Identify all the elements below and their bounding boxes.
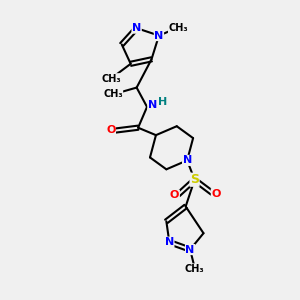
Text: O: O — [106, 125, 116, 135]
Text: CH₃: CH₃ — [168, 23, 188, 33]
Text: CH₃: CH₃ — [103, 88, 123, 98]
Text: N: N — [132, 23, 141, 33]
Text: CH₃: CH₃ — [185, 264, 204, 274]
Text: S: S — [190, 173, 199, 186]
Text: N: N — [185, 244, 195, 255]
Text: N: N — [165, 237, 174, 247]
Text: CH₃: CH₃ — [101, 74, 121, 84]
Text: H: H — [158, 97, 167, 106]
Text: N: N — [182, 155, 192, 165]
Text: N: N — [154, 31, 164, 40]
Text: N: N — [148, 100, 157, 110]
Text: O: O — [211, 189, 221, 199]
Text: O: O — [170, 190, 179, 200]
